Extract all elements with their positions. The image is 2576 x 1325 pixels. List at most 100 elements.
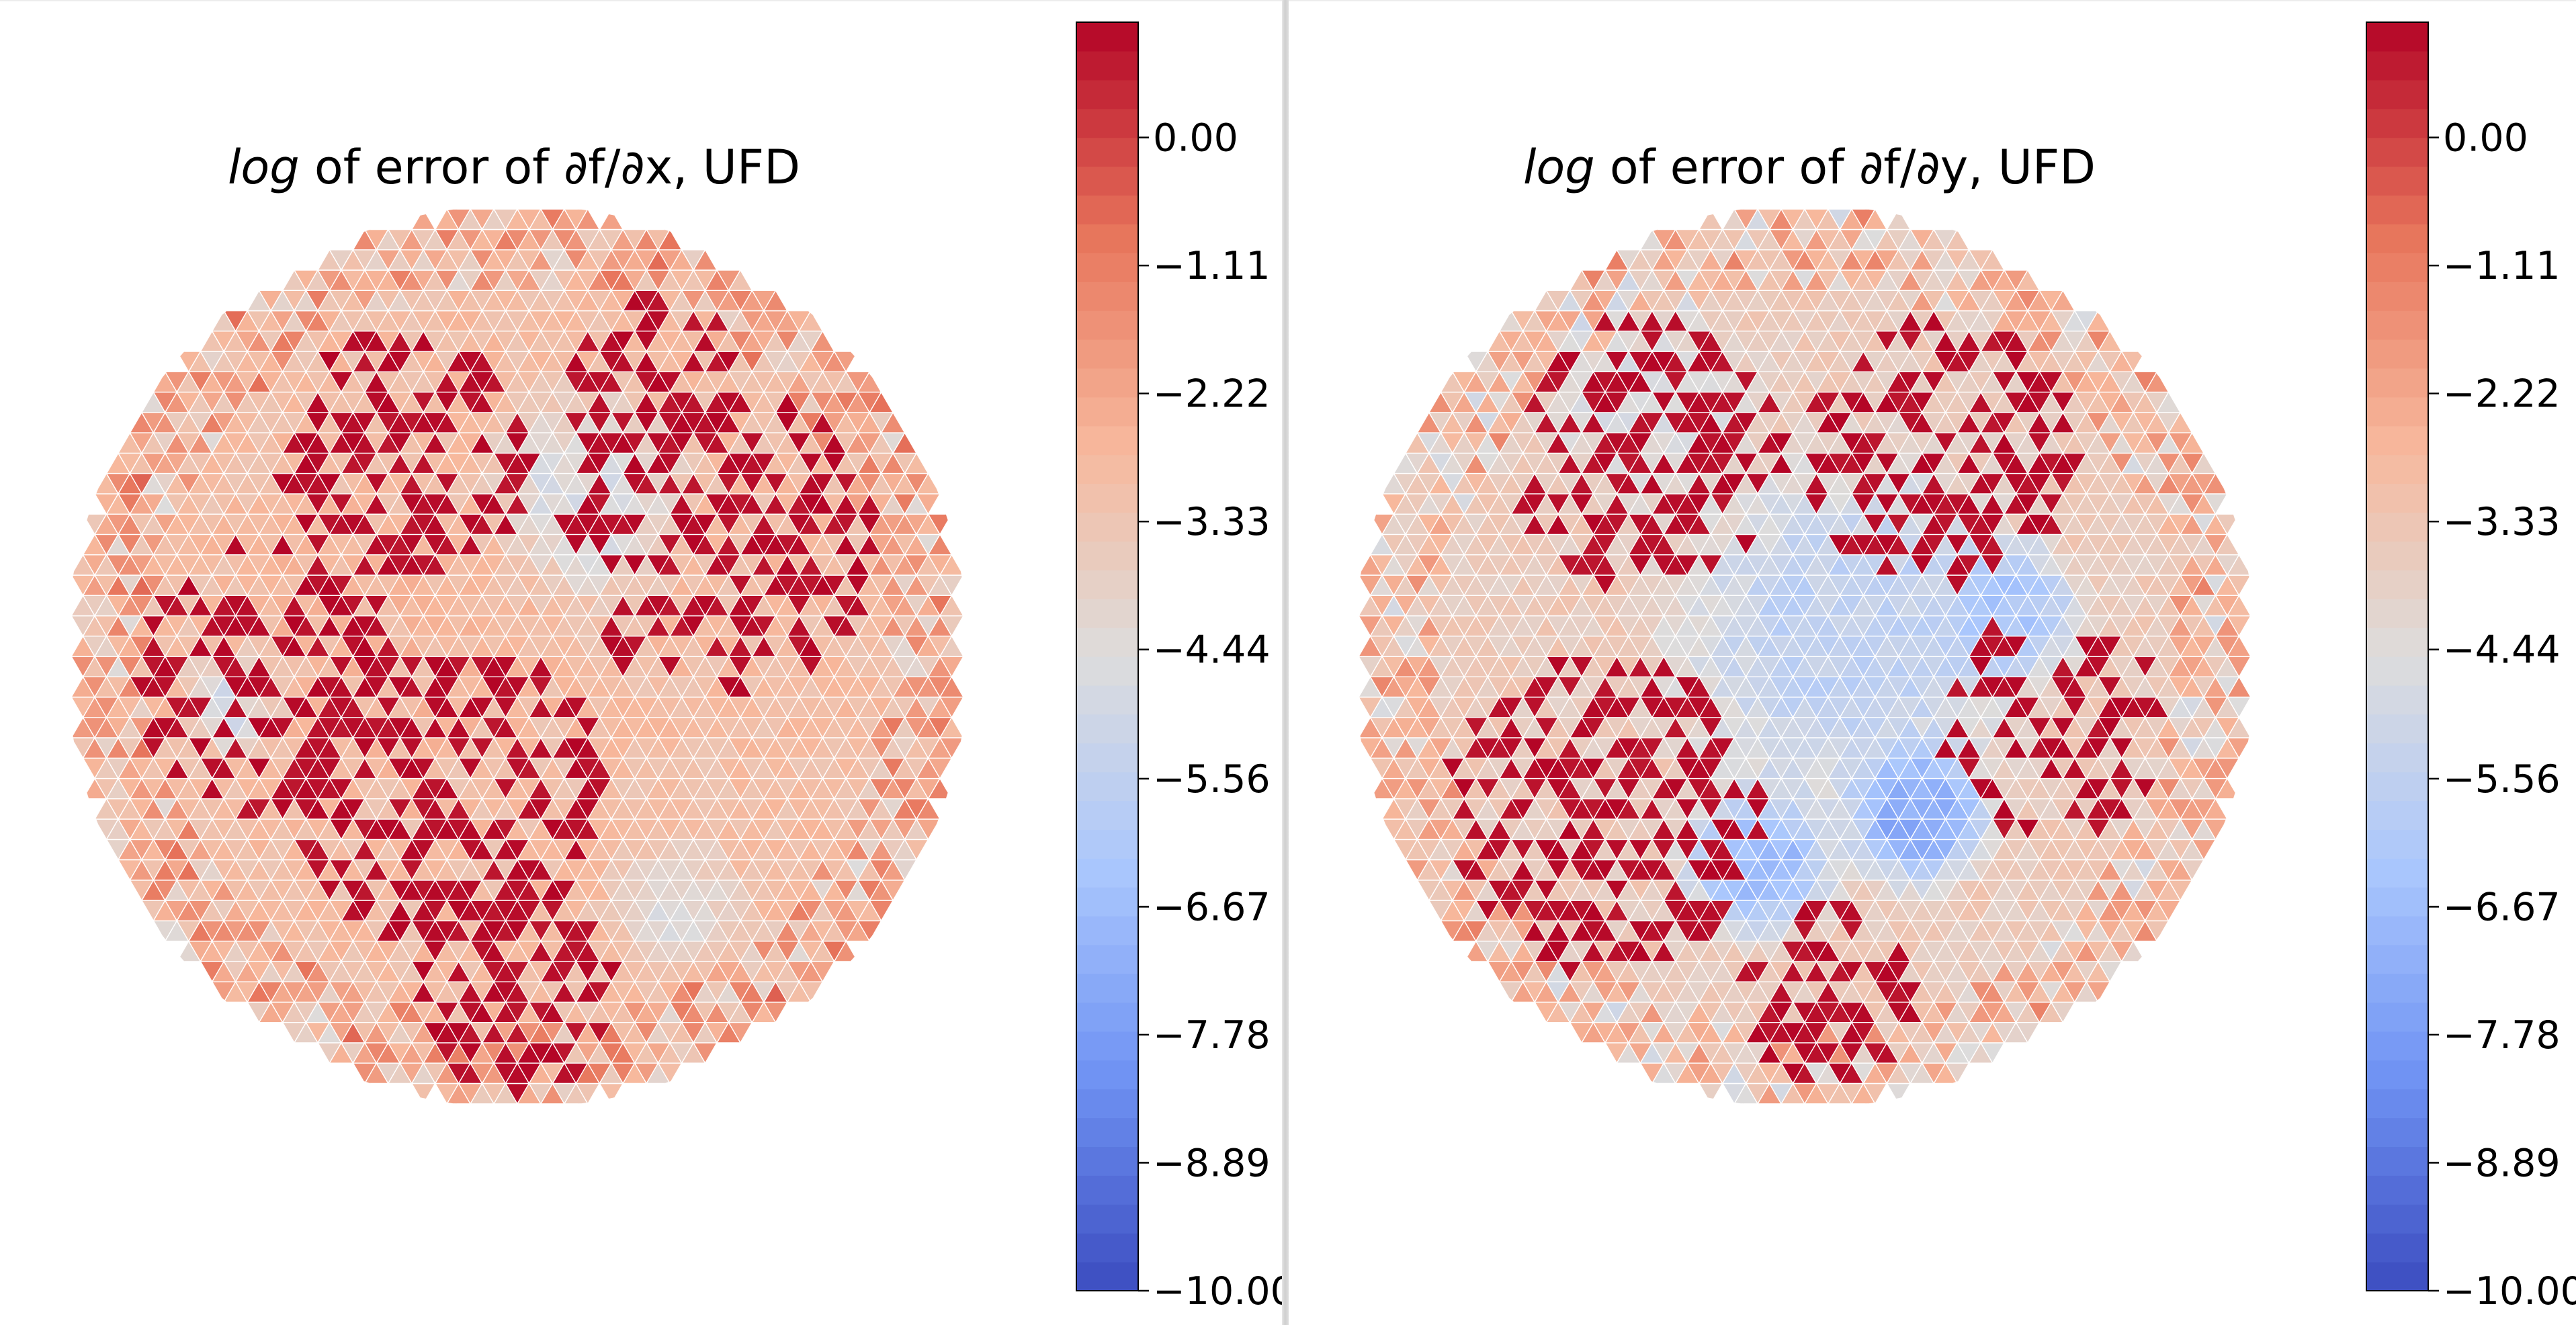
colorbar-band xyxy=(1076,800,1138,830)
colorbar: 0.00−1.11−2.22−3.33−4.44−5.56−6.67−7.78−… xyxy=(1076,22,1282,1314)
mesh-cell xyxy=(2226,554,2252,576)
mesh-cell xyxy=(2215,777,2240,800)
mesh-cell xyxy=(2226,716,2252,738)
colorbar-band xyxy=(1076,1233,1138,1263)
mesh-cell xyxy=(763,289,789,312)
dfdy-error-chart: log of error of ∂f/∂y, UFD 0.00−1.11−2.2… xyxy=(1357,22,2576,1314)
colorbar-tick-label: −1.11 xyxy=(1153,244,1271,288)
colorbar-band xyxy=(1076,656,1138,686)
mesh-cell xyxy=(2215,533,2240,556)
colorbar-band xyxy=(1076,1088,1138,1119)
colorbar-band xyxy=(1076,685,1138,715)
mesh-cell xyxy=(939,675,965,698)
mesh-cell xyxy=(728,269,753,291)
colorbar-band xyxy=(1076,1262,1138,1291)
mesh-cell xyxy=(2202,798,2229,820)
mesh-cell xyxy=(857,370,882,393)
mesh-cell xyxy=(575,208,601,230)
colorbar-tick-label: −10.00 xyxy=(1153,1269,1282,1314)
mesh-cell xyxy=(657,228,683,251)
mesh-cell xyxy=(2226,635,2252,657)
colorbar-band xyxy=(1076,108,1138,138)
mesh-cell xyxy=(892,431,918,454)
colorbar-band xyxy=(1076,858,1138,888)
panel-divider xyxy=(1282,0,1289,1325)
colorbar-band xyxy=(1076,1031,1138,1061)
colorbar-tick-label: −2.22 xyxy=(1153,372,1271,417)
mesh-cell xyxy=(927,513,953,536)
colorbar-band xyxy=(1076,339,1138,369)
colorbar-band xyxy=(1076,945,1138,974)
colorbar-band xyxy=(1076,541,1138,570)
mesh-cell xyxy=(2167,411,2193,433)
chart-title-rest: of error of ∂f/∂y, UFD xyxy=(1595,140,2096,195)
triangle-mesh xyxy=(70,208,965,1105)
mesh-cell xyxy=(2215,513,2240,536)
chart-title-rest: of error of ∂f/∂x, UFD xyxy=(300,140,800,195)
mesh-cell xyxy=(2155,391,2182,413)
colorbar-band xyxy=(1076,1204,1138,1234)
colorbar-band xyxy=(1076,50,1138,81)
mesh-cell xyxy=(833,940,859,962)
chart-title-log: log xyxy=(228,140,300,195)
chart-title: log of error of ∂f/∂y, UFD xyxy=(1523,140,2096,195)
colorbar-band xyxy=(1076,512,1138,542)
colorbar-band xyxy=(1076,1060,1138,1090)
colorbar-band xyxy=(1076,974,1138,1003)
mesh-cell xyxy=(599,208,624,230)
panel-top-border xyxy=(0,0,1282,1)
colorbar-band xyxy=(1076,454,1138,484)
colorbar-band xyxy=(1076,396,1138,427)
colorbar-band xyxy=(1076,195,1138,224)
colorbar-band xyxy=(1076,1117,1138,1148)
colorbar-tick-label: −6.67 xyxy=(1153,885,1271,929)
mesh-cell xyxy=(692,249,718,271)
colorbar-band xyxy=(1076,22,1138,52)
mesh-cell xyxy=(2191,452,2217,474)
colorbar-band xyxy=(1076,166,1138,196)
chart-panel-right: log of error of ∂f/∂y, UFD 0.00 −1.11 −2.2… xyxy=(1289,0,2576,1325)
colorbar-tick-label: 0.00 xyxy=(1153,116,1238,161)
mesh-cell xyxy=(868,391,894,413)
mesh-cell xyxy=(810,330,835,352)
colorbar-tick-label: −4.44 xyxy=(1153,628,1271,673)
colorbar-band xyxy=(1076,570,1138,599)
mesh-cell xyxy=(411,208,436,230)
colorbar-tick-label: −3.33 xyxy=(1153,500,1271,544)
colorbar-band xyxy=(1076,483,1138,513)
panel-top-border xyxy=(1289,0,2576,1)
colorbar-band xyxy=(1076,79,1138,110)
mesh-cell xyxy=(927,777,953,800)
colorbar-band xyxy=(1076,253,1138,282)
colorbar-band xyxy=(1076,628,1138,657)
colorbar-tick-label: −8.89 xyxy=(1153,1141,1271,1185)
triangle-mesh xyxy=(1357,208,2252,1105)
mesh-cell xyxy=(411,1082,436,1105)
colorbar-band xyxy=(1076,599,1138,628)
colorbar-band xyxy=(1076,742,1138,773)
colorbar-band xyxy=(1076,310,1138,340)
dfdx-error-chart: log of error of ∂f/∂x, UFD 0.00 −1.11 −2.2… xyxy=(70,22,1282,1314)
mesh-cell xyxy=(880,411,906,433)
mesh-cell xyxy=(2179,431,2205,454)
mesh-cell xyxy=(927,533,953,556)
mesh-cell xyxy=(2226,594,2252,617)
chart-title: log of error of ∂f/∂x, UFD xyxy=(228,140,800,195)
colorbar-band xyxy=(1076,368,1138,398)
mesh-cell xyxy=(915,472,941,495)
colorbar-band xyxy=(1076,137,1138,167)
colorbar-tick-label: −7.78 xyxy=(1153,1013,1271,1058)
colorbar-band xyxy=(1076,714,1138,744)
mesh-cell xyxy=(1886,1082,1912,1105)
mesh-cell xyxy=(2144,370,2170,393)
colorbar-band xyxy=(1076,425,1138,456)
colorbar-band xyxy=(1076,829,1138,859)
mesh-cell xyxy=(833,351,859,373)
colorbar-band xyxy=(1076,282,1138,311)
colorbar-band xyxy=(1076,1175,1138,1205)
mesh-cell xyxy=(2226,675,2252,698)
chart-panel-left: log of error of ∂f/∂x, UFD 0.00 −1.11 −2.2… xyxy=(0,0,1282,1325)
mesh-cell xyxy=(2202,472,2229,495)
colorbar-band xyxy=(1076,916,1138,945)
colorbar-frame xyxy=(1076,22,1139,1291)
